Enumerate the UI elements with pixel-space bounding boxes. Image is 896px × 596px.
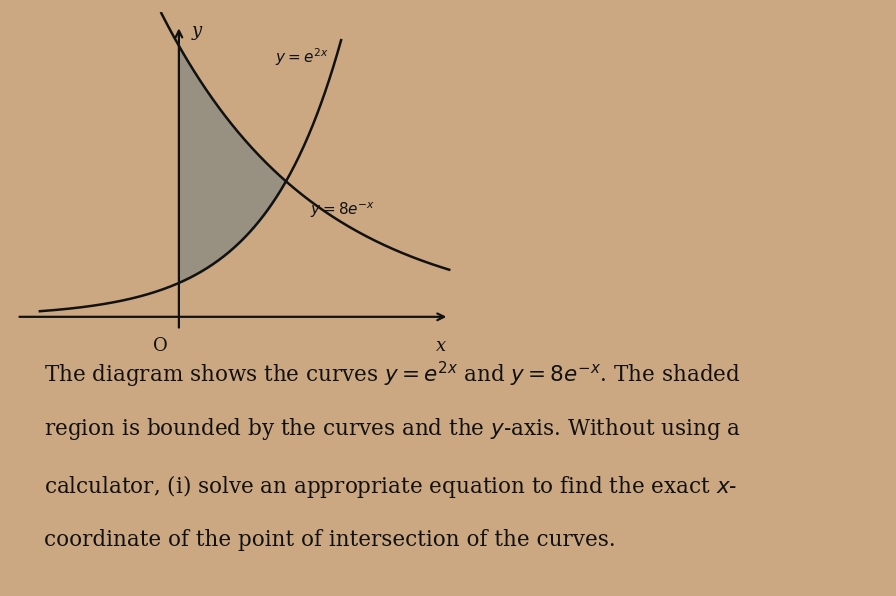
Text: $y = e^{2x}$: $y = e^{2x}$ [275, 46, 328, 68]
Text: $y = 8e^{-x}$: $y = 8e^{-x}$ [310, 201, 375, 220]
Text: O: O [153, 337, 168, 355]
Text: coordinate of the point of intersection of the curves.: coordinate of the point of intersection … [44, 529, 616, 551]
Text: y: y [191, 22, 202, 40]
Text: The diagram shows the curves $y = e^{2x}$ and $y = 8e^{-x}$. The shaded: The diagram shows the curves $y = e^{2x}… [44, 360, 741, 390]
Text: calculator, (i) solve an appropriate equation to find the exact $x$-: calculator, (i) solve an appropriate equ… [44, 473, 737, 500]
Text: x: x [436, 337, 446, 355]
Text: region is bounded by the curves and the $y$-axis. Without using a: region is bounded by the curves and the … [44, 417, 742, 442]
